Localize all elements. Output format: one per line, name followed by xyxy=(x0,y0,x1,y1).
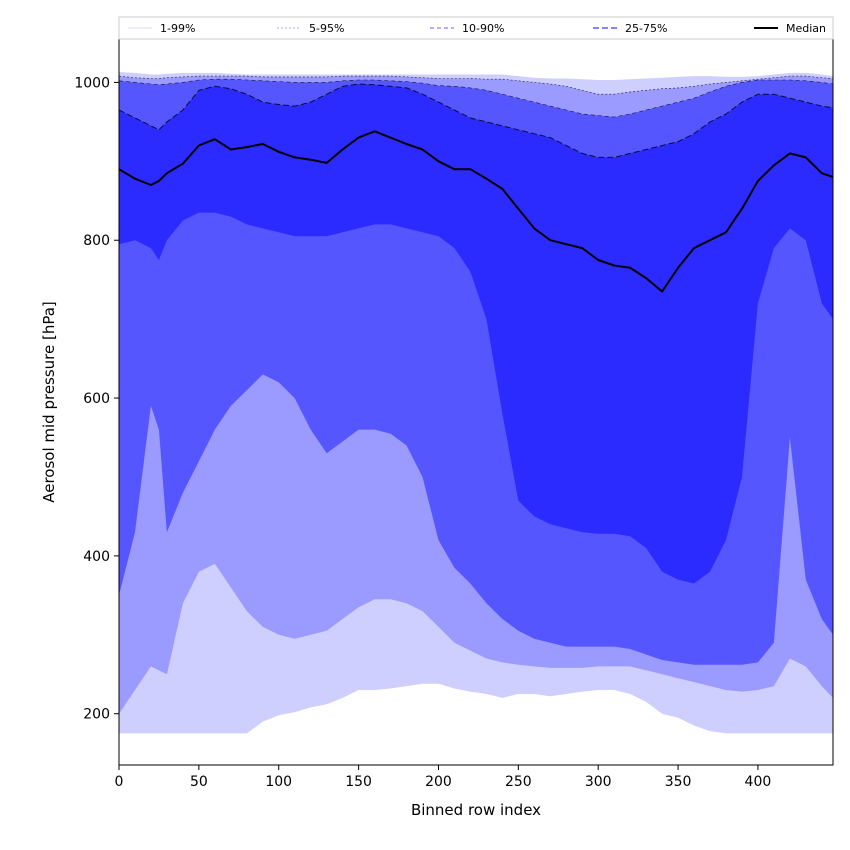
band-25-75-upper-edge xyxy=(119,83,833,158)
x-tick-label: 50 xyxy=(190,774,208,790)
x-tick-label: 400 xyxy=(745,774,772,790)
x-tick-label: 100 xyxy=(265,774,292,790)
x-tick-label: 200 xyxy=(425,774,452,790)
y-axis-label: Aerosol mid pressure [hPa] xyxy=(40,301,58,503)
x-axis-label: Binned row index xyxy=(411,801,541,819)
x-tick-label: 350 xyxy=(665,774,692,790)
x-tick-label: 300 xyxy=(585,774,612,790)
y-tick-label: 1000 xyxy=(74,75,110,91)
x-axis: 0 50 100 150 200 250 300 350 400 xyxy=(115,765,772,790)
x-tick-label: 150 xyxy=(345,774,372,790)
x-tick-label: 250 xyxy=(505,774,532,790)
median-layer xyxy=(119,130,833,293)
x-tick-label: 0 xyxy=(115,774,124,790)
band-10-90-upper-edge xyxy=(119,78,833,118)
legend-label: 25-75% xyxy=(625,22,667,35)
legend-label: 10-90% xyxy=(462,22,504,35)
legend-label: 5-95% xyxy=(309,22,344,35)
y-tick-label: 800 xyxy=(83,233,110,249)
legend-label: 1-99% xyxy=(160,22,195,35)
legend-box xyxy=(118,16,834,40)
band-25-75 xyxy=(119,84,833,584)
median-line xyxy=(119,130,833,293)
y-axis: 200 400 600 800 1000 xyxy=(74,75,119,723)
legend-label: Median xyxy=(786,22,826,35)
y-tick-label: 600 xyxy=(83,391,110,407)
y-tick-label: 400 xyxy=(83,549,110,565)
legend: 1-99% 5-95% 10-90% 25-75% Median xyxy=(118,16,834,40)
bands-layer xyxy=(119,72,833,734)
y-tick-label: 200 xyxy=(83,707,110,723)
band-edges-layer xyxy=(119,75,833,158)
